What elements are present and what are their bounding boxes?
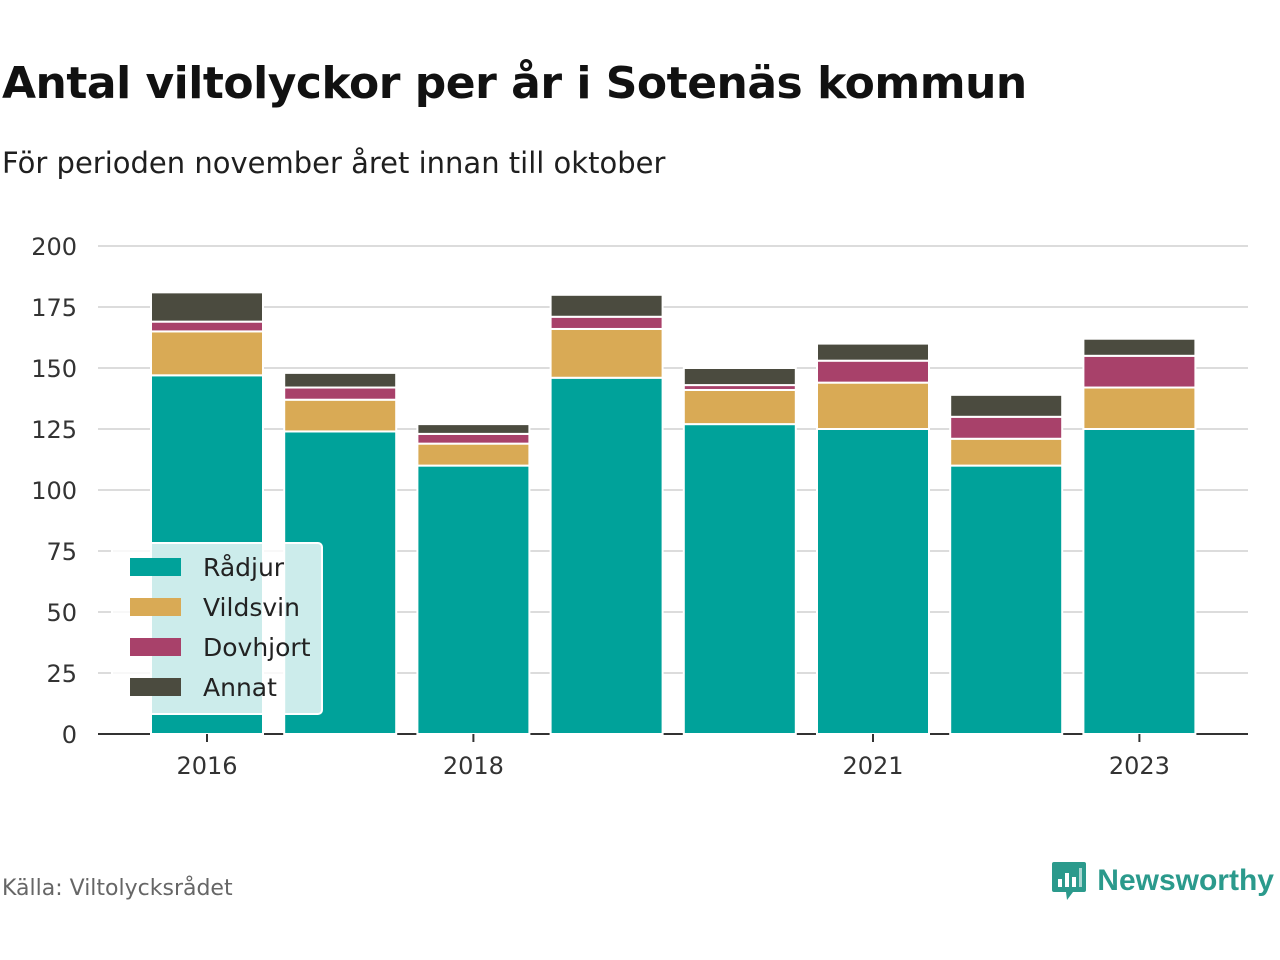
x-tick-label: 2016 bbox=[176, 752, 237, 780]
bar-vildsvin-2021 bbox=[816, 381, 930, 431]
bar-annat-2022 bbox=[949, 393, 1064, 418]
legend-label: Annat bbox=[203, 673, 277, 702]
y-tick-label: 200 bbox=[31, 233, 77, 261]
bar-annat-2023 bbox=[1082, 337, 1197, 357]
legend-box bbox=[111, 542, 323, 715]
bar-vildsvin-2016 bbox=[150, 330, 264, 377]
bar-rådjur-2019 bbox=[549, 376, 664, 735]
y-tick-label: 150 bbox=[31, 355, 77, 383]
bar-annat-2017 bbox=[283, 371, 398, 389]
y-tick-label: 125 bbox=[31, 416, 77, 444]
legend-label: Vildsvin bbox=[203, 593, 300, 622]
legend-item-rådjur: Rådjur bbox=[130, 553, 285, 582]
y-tick-label: 75 bbox=[46, 538, 77, 566]
bar-dovhjort-2019 bbox=[549, 315, 664, 330]
y-tick-label: 175 bbox=[31, 294, 77, 322]
legend-swatch bbox=[130, 558, 181, 576]
bar-dovhjort-2021 bbox=[816, 359, 930, 384]
bar-stack-2019 bbox=[549, 293, 664, 735]
newsworthy-logo: Newsworthy bbox=[1051, 860, 1274, 902]
bar-vildsvin-2023 bbox=[1082, 386, 1197, 430]
y-tick-label: 50 bbox=[46, 599, 77, 627]
legend-swatch bbox=[130, 678, 181, 696]
x-tick-label: 2018 bbox=[443, 752, 504, 780]
y-tick-label: 0 bbox=[62, 721, 77, 749]
bar-stack-2023 bbox=[1082, 337, 1197, 735]
legend: Rådjur Vildsvin Dovhjort Annat bbox=[111, 542, 323, 715]
bar-dovhjort-2017 bbox=[283, 386, 398, 401]
legend-item-vildsvin: Vildsvin bbox=[130, 593, 300, 622]
source-note: Källa: Viltolycksrådet bbox=[2, 876, 233, 901]
bar-stack-2018 bbox=[416, 423, 531, 735]
y-axis-tick-labels: 0 25 50 75 100 125 150 175 200 bbox=[31, 233, 77, 749]
bar-vildsvin-2018 bbox=[416, 442, 531, 467]
x-tick-label: 2023 bbox=[1109, 752, 1170, 780]
bar-rådjur-2020 bbox=[682, 423, 797, 735]
bar-rådjur-2022 bbox=[949, 464, 1064, 735]
bar-vildsvin-2020 bbox=[682, 388, 797, 426]
bar-chart-speech-bubble-icon bbox=[1052, 862, 1087, 900]
bar-annat-2016 bbox=[150, 291, 264, 323]
bar-dovhjort-2022 bbox=[949, 415, 1064, 440]
legend-item-annat: Annat bbox=[130, 673, 277, 702]
bar-rådjur-2023 bbox=[1082, 428, 1197, 735]
chart-title: Antal viltolyckor per år i Sotenäs kommu… bbox=[2, 58, 1027, 109]
y-tick-label: 25 bbox=[46, 660, 77, 688]
bar-vildsvin-2019 bbox=[549, 327, 664, 379]
y-tick-label: 100 bbox=[31, 477, 77, 505]
bar-rådjur-2021 bbox=[816, 428, 930, 735]
legend-swatch bbox=[130, 638, 181, 656]
bar-rådjur-2018 bbox=[416, 464, 531, 735]
legend-label: Dovhjort bbox=[203, 633, 311, 662]
bar-stack-2020 bbox=[682, 367, 797, 735]
bar-stack-2022 bbox=[949, 393, 1064, 735]
bar-annat-2019 bbox=[549, 293, 664, 318]
bar-annat-2021 bbox=[816, 342, 930, 362]
bar-dovhjort-2023 bbox=[1082, 354, 1197, 389]
chart-subtitle: För perioden november året innan till ok… bbox=[2, 146, 666, 180]
x-tick-label: 2021 bbox=[842, 752, 903, 780]
brand-name: Newsworthy bbox=[1097, 864, 1274, 897]
bar-vildsvin-2022 bbox=[949, 437, 1064, 467]
bar-dovhjort-2018 bbox=[416, 432, 531, 445]
x-axis-tick-labels: 2016 2018 2021 2023 bbox=[176, 734, 1170, 780]
bar-annat-2018 bbox=[416, 423, 531, 435]
legend-item-dovhjort: Dovhjort bbox=[130, 633, 311, 662]
legend-label: Rådjur bbox=[203, 553, 285, 582]
bar-annat-2020 bbox=[682, 367, 797, 387]
bar-dovhjort-2016 bbox=[150, 320, 264, 333]
bar-vildsvin-2017 bbox=[283, 398, 398, 433]
bar-stack-2021 bbox=[816, 342, 930, 735]
legend-swatch bbox=[130, 598, 181, 616]
